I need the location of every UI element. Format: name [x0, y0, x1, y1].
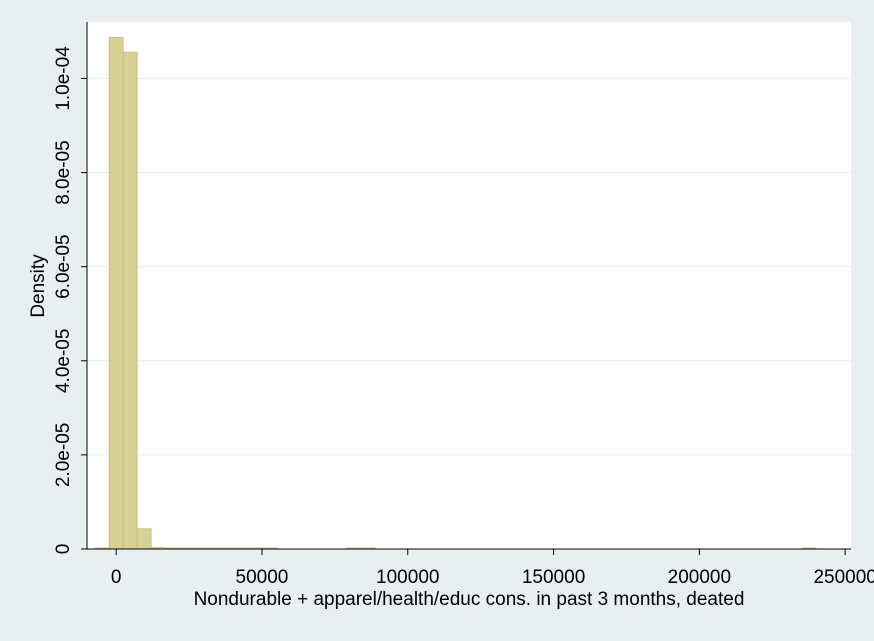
- x-tick-label: 100000: [376, 567, 439, 588]
- x-tick-label: 150000: [522, 567, 585, 588]
- y-tick-label: 4.0e-05: [53, 329, 74, 393]
- x-tick-label: 0: [111, 567, 122, 588]
- histogram-bar: [122, 51, 138, 550]
- y-tick-label: 6.0e-05: [53, 234, 74, 298]
- y-tick-label: 8.0e-05: [53, 140, 74, 204]
- x-axis-ticks: 0 50000 100000 150000 200000 250000: [111, 549, 874, 588]
- y-tick-label: 2.0e-05: [53, 423, 74, 487]
- x-tick-label: 200000: [668, 567, 731, 588]
- x-axis-title: Nondurable + apparel/health/educ cons. i…: [194, 589, 745, 610]
- plot-area: [87, 22, 851, 549]
- histogram-bar: [136, 528, 152, 550]
- x-tick-label: 50000: [236, 567, 289, 588]
- histogram-bar: [108, 37, 124, 550]
- x-tick-label: 250000: [813, 567, 874, 588]
- y-axis-title: Density: [28, 254, 49, 318]
- y-axis-ticks: 0 2.0e-05 4.0e-05 6.0e-05 8.0e-05 1.0e-04: [53, 46, 87, 554]
- y-tick-label: 1.0e-04: [53, 46, 74, 111]
- grid-lines: [87, 77, 851, 456]
- y-tick-label: 0: [53, 544, 74, 555]
